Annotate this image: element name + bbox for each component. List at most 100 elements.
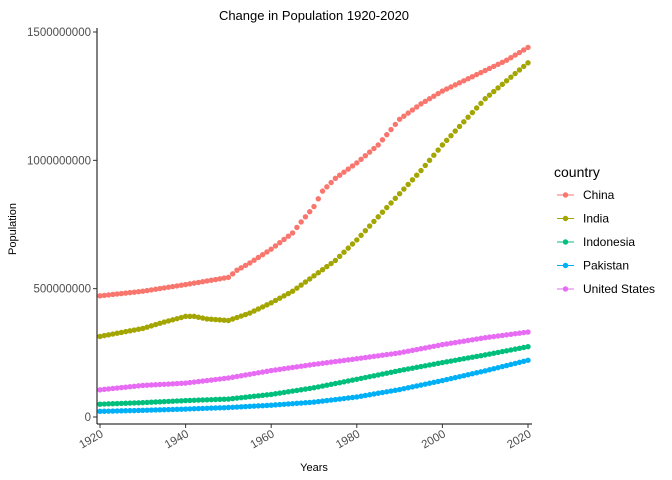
data-point [491,365,497,372]
data-point [110,408,116,414]
data-point [165,398,172,405]
data-point [148,399,155,405]
data-point [157,381,163,388]
data-point [127,400,133,406]
data-point [285,290,292,297]
data-point [152,286,159,292]
data-point [392,350,399,357]
data-point [431,361,437,367]
data-point [521,63,527,70]
data-point [448,375,454,382]
data-point [345,245,351,251]
data-point [302,279,309,285]
data-point [118,400,125,407]
data-point [131,289,137,295]
data-point [405,385,411,391]
data-point [525,343,531,350]
data-point [328,260,334,267]
data-point [161,381,167,387]
data-point [405,110,411,116]
data-point [229,404,236,410]
data-point [388,351,394,357]
data-point [358,393,364,399]
data-point [200,278,206,285]
data-point [435,90,441,97]
data-point [332,175,339,181]
data-point [251,393,257,399]
data-point [473,336,480,342]
data-point [97,387,103,393]
data-point [396,191,403,197]
data-point [354,356,360,362]
legend-items: China India Indonesia Pakistan United States [557,188,655,296]
data-point [195,378,202,385]
data-point [465,337,471,344]
data-point [298,363,304,369]
data-point [307,385,313,392]
data-point [336,172,343,178]
data-point [307,362,313,368]
data-point [354,376,360,382]
data-point [418,167,424,174]
data-point [418,101,424,107]
data-point [268,246,274,252]
data-point [268,391,274,398]
data-point [486,92,493,98]
data-point [302,214,309,220]
data-point [443,341,450,347]
data-point [426,157,433,164]
data-point [491,63,497,70]
data-point [452,339,458,346]
data-point [191,313,197,320]
data-point [307,276,313,282]
data-point [503,78,510,84]
data-point [208,405,214,411]
data-point [285,365,292,371]
data-point [105,408,112,414]
legend-key-point [562,239,569,245]
data-point [255,370,262,376]
data-point [431,93,437,99]
data-point [285,401,292,407]
data-point [161,398,167,405]
data-point [174,406,180,412]
data-point [264,368,270,374]
data-point [247,394,253,400]
data-point [298,387,304,393]
data-point [170,317,176,323]
data-point [97,333,103,340]
data-point [319,398,326,404]
data-point [319,360,326,366]
data-point [298,282,304,288]
series-united-states [97,329,531,393]
data-point [277,401,283,408]
data-point [187,406,193,412]
data-point [392,195,399,202]
data-point [272,402,279,408]
data-point [469,337,476,343]
data-point [131,407,137,414]
data-point [426,380,433,386]
data-point [259,369,266,375]
data-point [388,388,394,394]
data-point [345,395,351,401]
data-point [354,237,360,243]
data-point [174,283,180,289]
data-point [118,290,125,297]
data-point [379,137,386,143]
data-point [366,392,373,398]
data-point [285,233,292,239]
data-point [110,331,116,337]
data-point [165,318,172,324]
chart-title: Change in Population 1920-2020 [219,8,409,23]
data-point [349,241,356,247]
data-point [140,325,146,332]
data-point [482,96,488,102]
data-point [414,383,420,389]
data-point [281,236,287,243]
data-point [140,407,146,414]
data-point [229,271,236,277]
legend-label: China [583,188,615,202]
data-point [272,391,279,397]
data-point [354,160,360,166]
